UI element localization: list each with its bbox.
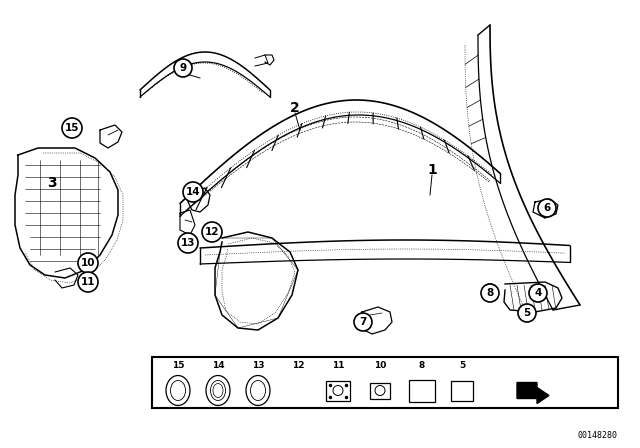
- Ellipse shape: [250, 380, 266, 401]
- Ellipse shape: [213, 383, 223, 397]
- Bar: [409, 379, 435, 401]
- Text: 15: 15: [172, 361, 184, 370]
- Circle shape: [518, 304, 536, 322]
- Text: 13: 13: [180, 238, 195, 248]
- Circle shape: [78, 272, 98, 292]
- Text: 14: 14: [212, 361, 224, 370]
- Circle shape: [485, 287, 495, 297]
- Text: 8: 8: [419, 361, 425, 370]
- Circle shape: [183, 182, 203, 202]
- Text: 13: 13: [252, 361, 264, 370]
- Text: 10: 10: [374, 361, 386, 370]
- Bar: [370, 383, 390, 399]
- Text: 12: 12: [292, 361, 304, 370]
- Text: 4: 4: [534, 288, 541, 298]
- Circle shape: [375, 385, 385, 396]
- Circle shape: [178, 233, 198, 253]
- Circle shape: [78, 253, 98, 273]
- Circle shape: [202, 222, 222, 242]
- Polygon shape: [517, 383, 549, 404]
- Text: 5: 5: [459, 361, 465, 370]
- Text: 5: 5: [524, 308, 531, 318]
- Text: 6: 6: [543, 203, 550, 213]
- Text: 1: 1: [427, 163, 437, 177]
- Circle shape: [333, 385, 343, 396]
- Text: 2: 2: [290, 101, 300, 115]
- Circle shape: [538, 199, 556, 217]
- Text: 11: 11: [81, 277, 95, 287]
- Ellipse shape: [170, 380, 186, 401]
- Circle shape: [174, 59, 192, 77]
- Text: 3: 3: [47, 176, 57, 190]
- Ellipse shape: [246, 375, 270, 405]
- Ellipse shape: [166, 375, 190, 405]
- Circle shape: [529, 284, 547, 302]
- Ellipse shape: [206, 375, 230, 405]
- Bar: [451, 380, 473, 401]
- Bar: [152, 357, 618, 408]
- Circle shape: [482, 284, 498, 300]
- Ellipse shape: [211, 380, 225, 401]
- Text: 9: 9: [179, 63, 187, 73]
- Circle shape: [354, 313, 372, 331]
- Text: 14: 14: [186, 187, 200, 197]
- Text: 15: 15: [65, 123, 79, 133]
- Text: 10: 10: [81, 258, 95, 268]
- Circle shape: [481, 284, 499, 302]
- Text: 11: 11: [332, 361, 344, 370]
- Circle shape: [62, 118, 82, 138]
- Text: 00148280: 00148280: [578, 431, 618, 439]
- Text: 8: 8: [486, 288, 493, 298]
- Text: 12: 12: [205, 227, 220, 237]
- Bar: [326, 380, 350, 401]
- Text: 7: 7: [359, 317, 367, 327]
